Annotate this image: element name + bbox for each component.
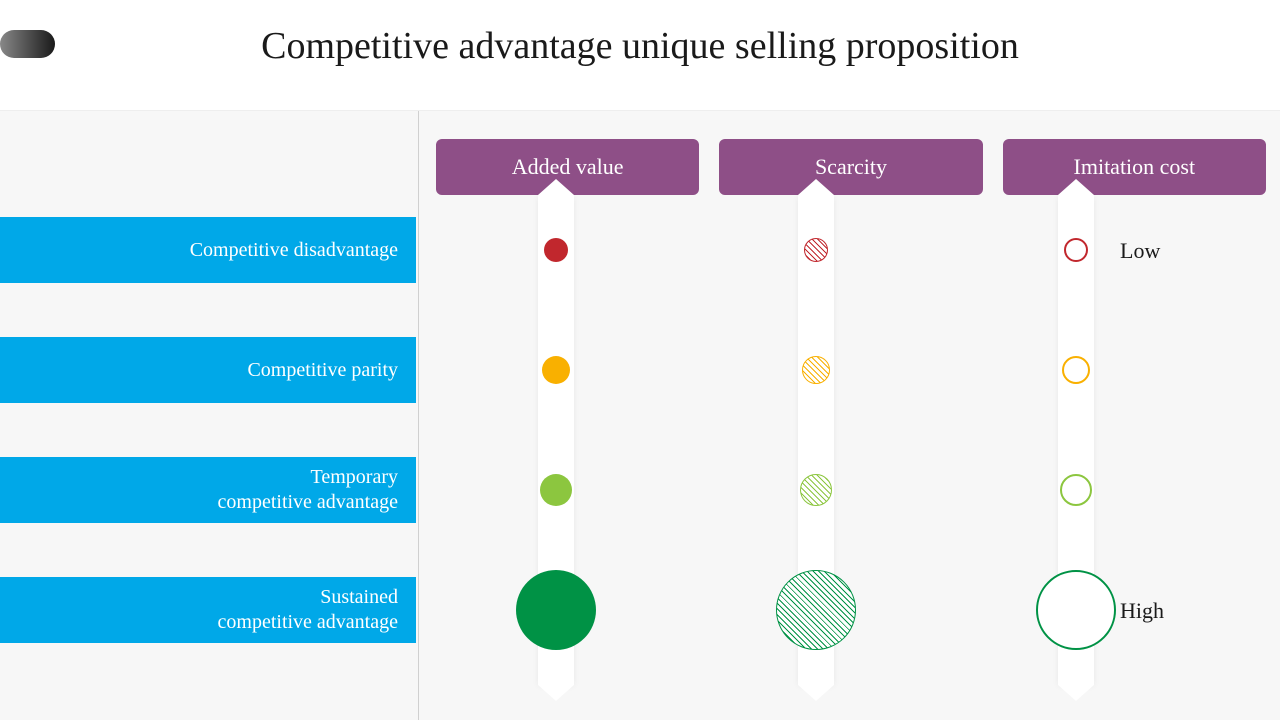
dot-r1-c0 — [542, 356, 570, 384]
dot-r2-c0 — [540, 474, 572, 506]
column-header-1: Scarcity — [719, 139, 982, 195]
dot-r3-c2 — [1036, 570, 1116, 650]
dot-r1-c1 — [802, 356, 830, 384]
dot-r0-c1 — [804, 238, 828, 262]
row-label-2: Temporarycompetitive advantage — [0, 457, 416, 523]
dot-r0-c2 — [1064, 238, 1088, 262]
slide-title: Competitive advantage unique selling pro… — [0, 24, 1280, 68]
row-label-3: Sustainedcompetitive advantage — [0, 577, 416, 643]
content-area: Competitive disadvantage Competitive pari… — [0, 110, 1280, 720]
scale-label-low: Low — [1120, 238, 1160, 264]
scale-label-high: High — [1120, 598, 1164, 624]
dot-r0-c0 — [544, 238, 568, 262]
dot-r3-c1 — [776, 570, 856, 650]
column-header-2: Imitation cost — [1003, 139, 1266, 195]
dot-r2-c1 — [800, 474, 832, 506]
row-label-1: Competitive parity — [0, 337, 416, 403]
dot-r3-c0 — [516, 570, 596, 650]
vertical-divider — [418, 111, 419, 720]
dot-r1-c2 — [1062, 356, 1090, 384]
row-label-0: Competitive disadvantage — [0, 217, 416, 283]
slide-root: Competitive advantage unique selling pro… — [0, 0, 1280, 720]
dot-r2-c2 — [1060, 474, 1092, 506]
